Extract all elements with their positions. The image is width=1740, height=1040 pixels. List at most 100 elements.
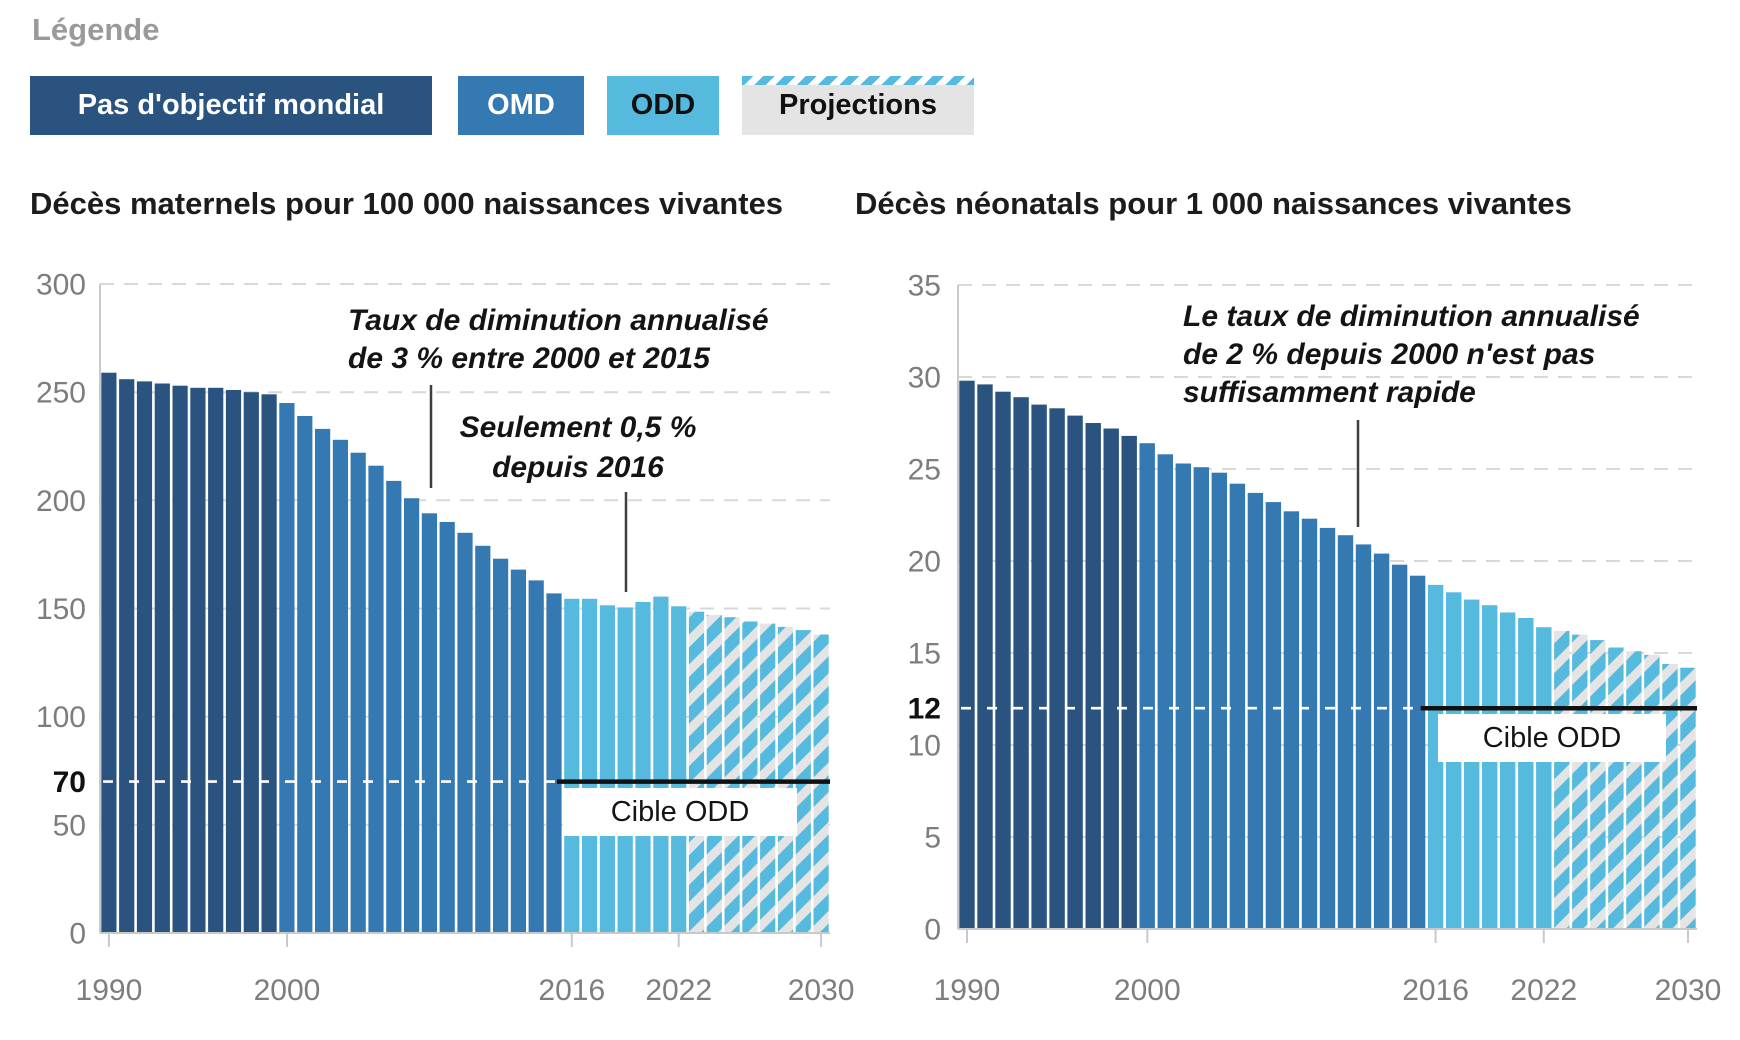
bar-2010 xyxy=(1319,527,1336,929)
y-tick-25: 25 xyxy=(908,454,941,487)
bar-2006 xyxy=(386,480,402,933)
x-tick-2016: 2016 xyxy=(1402,974,1469,1007)
y-tick-70: 70 xyxy=(53,766,86,799)
bar-2020 xyxy=(635,602,651,933)
y-tick-20: 20 xyxy=(908,546,941,579)
bar-2004 xyxy=(1211,472,1227,929)
legend-item-omd: OMD xyxy=(458,76,584,135)
bar-1994 xyxy=(172,385,188,933)
maternal-chart: 300 250 200 150 100 70 50 0 1990 2000 2016 2022 2030 xyxy=(36,269,855,1008)
x-tick-2000: 2000 xyxy=(1114,974,1181,1007)
x-tick-2030: 2030 xyxy=(1655,974,1722,1007)
bar-2027 xyxy=(760,623,776,933)
neonatal-target-label: Cible ODD xyxy=(1438,714,1666,762)
bar-1999 xyxy=(261,394,277,933)
bar-1993 xyxy=(154,383,170,933)
bar-1997 xyxy=(225,390,242,933)
bar-2009 xyxy=(439,522,455,933)
y-tick-0: 0 xyxy=(924,914,941,947)
y-tick-150: 150 xyxy=(36,593,86,626)
bar-2006 xyxy=(1247,492,1264,929)
x-tick-2016: 2016 xyxy=(538,974,605,1007)
bar-2021 xyxy=(1518,618,1534,929)
bar-2025 xyxy=(1590,640,1606,929)
x-tick-2022: 2022 xyxy=(645,974,712,1007)
bar-2002 xyxy=(1175,463,1191,929)
bar-1998 xyxy=(1103,428,1119,929)
bar-2000 xyxy=(279,403,295,933)
bar-1995 xyxy=(1049,408,1065,929)
legend-title: Légende xyxy=(32,12,160,47)
bar-1992 xyxy=(136,381,153,933)
x-tick-1990: 1990 xyxy=(76,974,143,1007)
bar-2001 xyxy=(1157,454,1173,929)
bar-1990 xyxy=(959,380,975,929)
y-tick-30: 30 xyxy=(908,362,941,395)
legend-item-label: OMD xyxy=(487,89,555,121)
bar-1990 xyxy=(101,372,117,933)
bar-2030 xyxy=(1680,667,1696,929)
bar-2021 xyxy=(653,596,669,933)
bar-2026 xyxy=(1608,647,1624,929)
y-tick-0: 0 xyxy=(69,918,86,951)
bar-2019 xyxy=(1482,605,1498,929)
bar-2003 xyxy=(1193,467,1209,929)
bar-2023 xyxy=(688,611,705,933)
bar-1997 xyxy=(1085,423,1101,929)
bar-2014 xyxy=(1391,564,1408,929)
y-tick-10: 10 xyxy=(908,730,941,763)
y-tick-100: 100 xyxy=(36,701,86,734)
bar-2011 xyxy=(475,545,491,933)
x-tick-labels: 1990 2000 2016 2022 2030 xyxy=(934,929,1722,1007)
bar-2020 xyxy=(1500,612,1516,929)
bar-1991 xyxy=(977,384,993,929)
bars xyxy=(101,372,829,933)
bar-2012 xyxy=(1355,544,1372,929)
y-tick-labels: 300 250 200 150 100 70 50 0 xyxy=(36,269,86,951)
y-tick-35: 35 xyxy=(908,270,941,303)
bar-2017 xyxy=(582,598,598,933)
x-tick-2030: 2030 xyxy=(788,974,855,1007)
legend-item-projections: Projections xyxy=(742,76,974,135)
bar-2008 xyxy=(1283,511,1300,929)
maternal-target-label: Cible ODD xyxy=(563,788,797,836)
bar-2003 xyxy=(332,439,348,933)
y-tick-300: 300 xyxy=(36,269,86,302)
bar-2013 xyxy=(510,569,526,933)
bar-2005 xyxy=(1229,483,1246,929)
bar-2026 xyxy=(742,621,758,933)
x-tick-1990: 1990 xyxy=(934,974,1001,1007)
legend-item-label: Projections xyxy=(779,89,937,121)
y-tick-5: 5 xyxy=(924,822,941,855)
bar-1999 xyxy=(1121,435,1137,929)
bar-1996 xyxy=(208,387,224,933)
bar-2002 xyxy=(315,428,331,933)
bar-2009 xyxy=(1301,518,1318,929)
x-tick-labels: 1990 2000 2016 2022 2030 xyxy=(76,933,855,1007)
bar-1995 xyxy=(190,387,206,933)
bar-1998 xyxy=(243,392,259,933)
bar-2004 xyxy=(350,452,366,933)
bar-1994 xyxy=(1031,404,1047,930)
bar-2011 xyxy=(1337,535,1354,929)
legend-item-odd: ODD xyxy=(607,76,719,135)
annotation-mmr-since-2016: Seulement 0,5 % depuis 2016 xyxy=(459,411,697,484)
bar-1996 xyxy=(1067,415,1083,930)
bar-2007 xyxy=(1265,502,1282,929)
bar-2013 xyxy=(1373,553,1390,929)
annotation-nmr-decline: Le taux de diminution annualisé de 2 % d… xyxy=(1183,300,1640,409)
bar-1992 xyxy=(995,391,1011,929)
bar-2022 xyxy=(1536,627,1552,929)
y-tick-12: 12 xyxy=(908,693,941,726)
neonatal-chart: 35 30 25 20 15 12 10 5 0 1990 2000 2016 2022 2030 xyxy=(908,270,1722,1008)
bars xyxy=(959,380,1696,930)
bar-2024 xyxy=(706,615,722,933)
x-tick-2022: 2022 xyxy=(1510,974,1577,1007)
hatch-pattern-swatch xyxy=(742,76,974,85)
y-tick-labels: 35 30 25 20 15 12 10 5 0 xyxy=(908,270,941,947)
bar-2018 xyxy=(599,605,615,933)
bar-2025 xyxy=(724,617,740,933)
bar-2029 xyxy=(1662,664,1678,929)
